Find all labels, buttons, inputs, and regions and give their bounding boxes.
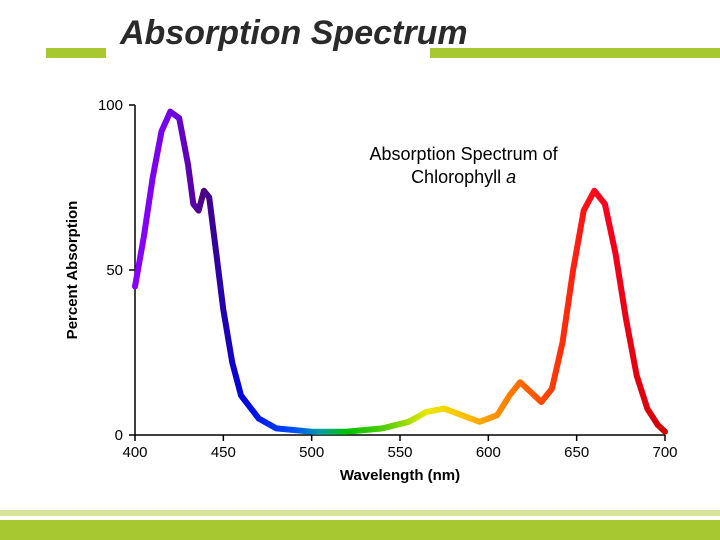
y-tick-label: 100 bbox=[98, 97, 123, 114]
accent-bar-bottom-thin bbox=[0, 510, 720, 516]
x-tick-label: 550 bbox=[387, 444, 412, 461]
accent-bar-bottom-thick bbox=[0, 520, 720, 540]
x-tick-label: 500 bbox=[299, 444, 324, 461]
y-tick-label: 0 bbox=[115, 427, 123, 444]
slide: Absorption Spectrum 0 50 100 400 450 500 550 60… bbox=[0, 0, 720, 540]
accent-bar-top-right bbox=[430, 48, 720, 58]
chart-container: 0 50 100 400 450 500 550 600 650 700 Percent Absor… bbox=[55, 90, 685, 490]
chart-title-line2: Chlorophyll a bbox=[411, 167, 516, 187]
y-axis-label: Percent Absorption bbox=[64, 201, 81, 340]
accent-bar-top-left bbox=[46, 48, 106, 58]
x-tick-label: 600 bbox=[476, 444, 501, 461]
x-tick-label: 700 bbox=[652, 444, 677, 461]
x-tick-label: 400 bbox=[122, 444, 147, 461]
chart-title-line1: Absorption Spectrum of bbox=[370, 144, 559, 164]
x-axis-label: Wavelength (nm) bbox=[340, 467, 460, 484]
slide-title: Absorption Spectrum bbox=[120, 14, 468, 53]
y-tick-label: 50 bbox=[106, 262, 123, 279]
x-tick-label: 650 bbox=[564, 444, 589, 461]
x-tick-label: 450 bbox=[211, 444, 236, 461]
absorption-chart: 0 50 100 400 450 500 550 600 650 700 Percent Absor… bbox=[55, 90, 685, 490]
